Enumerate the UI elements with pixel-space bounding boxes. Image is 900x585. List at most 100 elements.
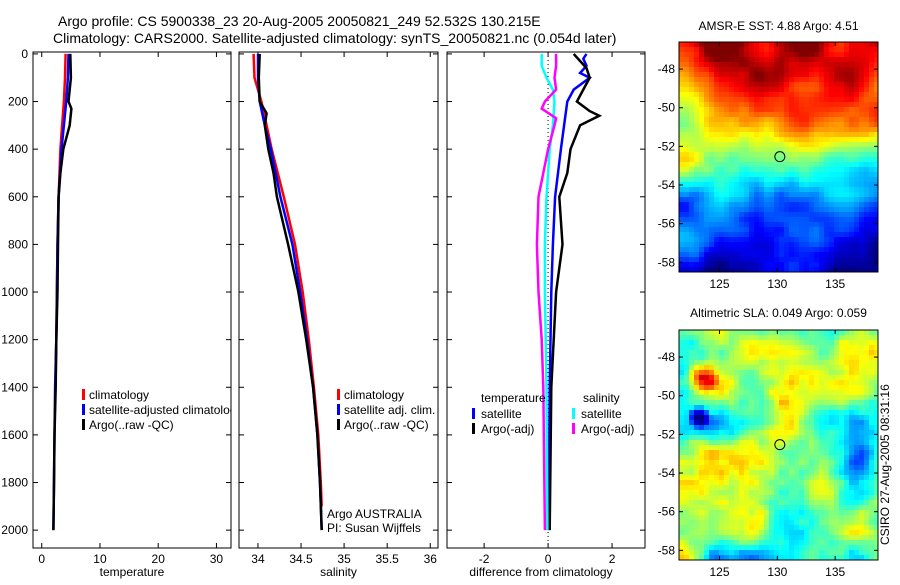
heatmap-cell <box>859 410 864 415</box>
heatmap-cell <box>809 142 814 147</box>
heatmap-cell <box>684 345 689 350</box>
heatmap-cell <box>859 162 864 167</box>
heatmap-cell <box>714 207 719 212</box>
heatmap-cell <box>719 555 724 560</box>
heatmap-cell <box>864 52 869 57</box>
heatmap-cell <box>829 450 834 455</box>
heatmap-cell <box>794 480 799 485</box>
heatmap-cell <box>694 52 699 57</box>
heatmap-cell <box>699 222 704 227</box>
heatmap-cell <box>699 390 704 395</box>
heatmap-cell <box>824 500 829 505</box>
heatmap-cell <box>759 430 764 435</box>
heatmap-cell <box>799 222 804 227</box>
legend-label: climatology <box>344 388 404 402</box>
heatmap-cell <box>764 550 769 555</box>
heatmap-cell <box>779 500 784 505</box>
heatmap-cell <box>779 330 784 335</box>
heatmap-cell <box>874 227 878 232</box>
heatmap-cell <box>679 242 684 247</box>
heatmap-cell <box>819 197 824 202</box>
heatmap-cell <box>774 370 779 375</box>
heatmap-cell <box>874 62 878 67</box>
heatmap-cell <box>699 242 704 247</box>
heatmap-cell <box>699 202 704 207</box>
heatmap-cell <box>764 450 769 455</box>
heatmap-cell <box>839 102 844 107</box>
heatmap-cell <box>704 267 709 272</box>
heatmap-cell <box>799 137 804 142</box>
heatmap-cell <box>704 390 709 395</box>
heatmap-cell <box>859 227 864 232</box>
heatmap-cell <box>839 450 844 455</box>
heatmap-cell <box>729 445 734 450</box>
heatmap-cell <box>844 505 849 510</box>
heatmap-cell <box>779 545 784 550</box>
heatmap-cell <box>679 212 684 217</box>
heatmap-cell <box>749 187 754 192</box>
heatmap-cell <box>759 212 764 217</box>
heatmap-cell <box>799 92 804 97</box>
heatmap-cell <box>849 350 854 355</box>
heatmap-cell <box>739 500 744 505</box>
heatmap-cell <box>834 152 839 157</box>
heatmap-cell <box>834 252 839 257</box>
heatmap-cell <box>764 370 769 375</box>
heatmap-cell <box>789 227 794 232</box>
heatmap-cell <box>839 67 844 72</box>
heatmap-cell <box>679 345 684 350</box>
heatmap-cell <box>774 330 779 335</box>
heatmap-cell <box>864 217 869 222</box>
heatmap-cell <box>814 182 819 187</box>
heatmap-cell <box>749 222 754 227</box>
heatmap-cell <box>749 455 754 460</box>
heatmap-cell <box>699 395 704 400</box>
heatmap-cell <box>874 465 878 470</box>
heatmap-cell <box>829 540 834 545</box>
heatmap-cell <box>829 390 834 395</box>
heatmap-cell <box>779 177 784 182</box>
heatmap-cell <box>849 242 854 247</box>
y-tick-label: 800 <box>8 237 28 251</box>
heatmap-cell <box>684 207 689 212</box>
heatmap-cell <box>839 82 844 87</box>
heatmap-cell <box>744 137 749 142</box>
heatmap-cell <box>754 147 759 152</box>
heatmap-cell <box>724 267 729 272</box>
heatmap-cell <box>769 530 774 535</box>
heatmap-cell <box>764 435 769 440</box>
heatmap-cell <box>699 107 704 112</box>
heatmap-cell <box>709 405 714 410</box>
heatmap-cell <box>734 257 739 262</box>
heatmap-cell <box>819 530 824 535</box>
heatmap-cell <box>704 500 709 505</box>
heatmap-cell <box>854 82 859 87</box>
heatmap-cell <box>824 365 829 370</box>
heatmap-cell <box>819 470 824 475</box>
heatmap-cell <box>709 117 714 122</box>
heatmap-cell <box>839 247 844 252</box>
heatmap-cell <box>774 430 779 435</box>
heatmap-cell <box>744 142 749 147</box>
heatmap-cell <box>769 355 774 360</box>
heatmap-cell <box>844 420 849 425</box>
heatmap-cell <box>844 262 849 267</box>
heatmap-cell <box>719 335 724 340</box>
heatmap-cell <box>824 335 829 340</box>
heatmap-cell <box>874 345 878 350</box>
heatmap-cell <box>724 57 729 62</box>
heatmap-cell <box>784 77 789 82</box>
heatmap-cell <box>794 142 799 147</box>
heatmap-cell <box>859 335 864 340</box>
heatmap-cell <box>789 515 794 520</box>
heatmap-cell <box>834 187 839 192</box>
heatmap-cell <box>779 187 784 192</box>
heatmap-cell <box>684 515 689 520</box>
heatmap-cell <box>834 62 839 67</box>
heatmap-cell <box>699 132 704 137</box>
heatmap-cell <box>729 400 734 405</box>
heatmap-cell <box>699 410 704 415</box>
heatmap-cell <box>749 380 754 385</box>
heatmap-cell <box>859 242 864 247</box>
heatmap-cell <box>714 450 719 455</box>
